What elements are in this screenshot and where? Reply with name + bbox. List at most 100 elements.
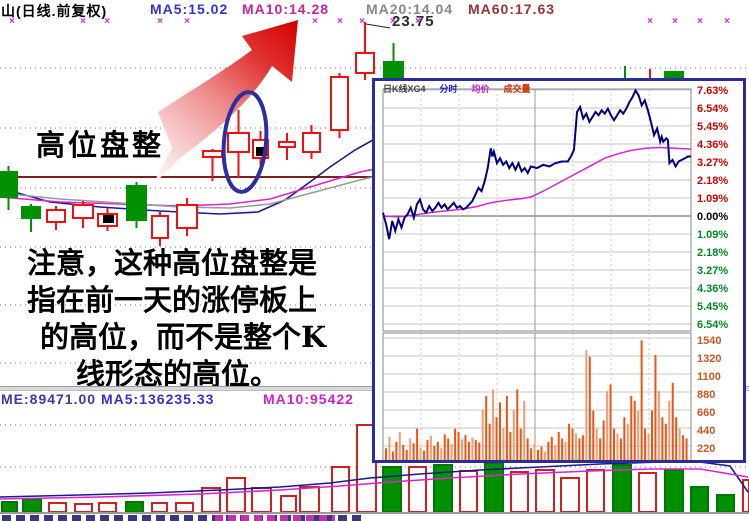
- annotation-high-consolidation: 高位盘整: [36, 128, 165, 162]
- intraday-volume-bar: [454, 428, 457, 460]
- intraday-volume-bar: [602, 420, 605, 460]
- candle-body: [126, 185, 147, 221]
- intraday-volume-bar: [499, 402, 501, 460]
- volume-scale-label: 880: [697, 389, 715, 401]
- intraday-volume-bar: [575, 433, 577, 460]
- intraday-volume-bar: [485, 395, 488, 460]
- candle-body: [151, 215, 169, 239]
- volume-ma10-value: MA10:95422: [263, 391, 354, 407]
- volume-bar: [125, 501, 144, 513]
- intraday-volume-bar: [495, 417, 498, 460]
- candle-body: [278, 141, 296, 148]
- intraday-volume-bar: [671, 382, 674, 460]
- pct-label-up: 4.36%: [697, 139, 728, 151]
- intraday-volume-bar: [578, 438, 581, 460]
- intraday-volume-bar: [637, 410, 640, 460]
- volume-indicator-bar: ME:89471.00 MA5:136235.33 MA10:95422: [0, 391, 371, 409]
- ma20-value: MA20:14.04: [366, 1, 454, 17]
- ma-gray: [0, 167, 413, 209]
- candle-body: [383, 61, 404, 79]
- intraday-volume-bar: [581, 435, 584, 460]
- price-marker-x: ×: [359, 16, 365, 27]
- price-marker-x: ×: [80, 16, 86, 27]
- intraday-volume-bar: [585, 350, 588, 460]
- annotation-note-text: 注意，这种高位盘整是 指在前一天的涨停板上 的高位，而不是整个K 线形态的高位。: [0, 245, 385, 393]
- pct-label-up: 6.54%: [697, 103, 728, 115]
- note-line: 的高位，而不是整个K: [40, 320, 327, 354]
- intraday-volume-bar: [533, 443, 536, 460]
- intraday-volume-bar: [429, 436, 432, 460]
- intraday-volume-bar: [571, 428, 574, 460]
- price-marker-x: ×: [9, 16, 15, 27]
- clipped-status-row-accent: [215, 515, 335, 521]
- intraday-volume-bar: [388, 436, 391, 460]
- volume-scale-label: 440: [697, 425, 715, 437]
- intraday-volume-bar: [592, 410, 595, 460]
- intraday-volume-bar: [626, 423, 629, 460]
- intraday-volume-bar: [619, 438, 622, 460]
- price-marker-x: ×: [672, 16, 678, 27]
- volume-bar: [175, 502, 194, 513]
- volume-bar: [510, 471, 529, 513]
- intraday-volume-bar: [436, 441, 439, 460]
- candle-body: [664, 71, 684, 78]
- intraday-volume-bar: [409, 438, 412, 460]
- intraday-inset-window[interactable]: 日K线XG4 分时 均价 成交量 7.63% 6.54% 5.45% 4.36% 3.27% 2…: [372, 78, 746, 463]
- pct-label-up: 7.63%: [697, 85, 728, 97]
- candle-body: [330, 76, 349, 131]
- intraday-volume-bar: [519, 428, 522, 460]
- intraday-volume-bar: [464, 435, 467, 460]
- volume-bar: [226, 477, 246, 513]
- pct-label-down: 1.09%: [697, 229, 728, 241]
- intraday-volume-bar: [664, 423, 667, 460]
- price-callout-line: [365, 23, 391, 29]
- intraday-volume-bar: [481, 409, 484, 460]
- pct-label-zero: 0.00%: [697, 211, 728, 223]
- volume-bar: [560, 477, 580, 513]
- volume-ma-line: [0, 468, 749, 500]
- volume-bar: [22, 498, 42, 513]
- ma-magenta: [0, 161, 413, 207]
- intraday-volume-bar: [443, 434, 446, 460]
- intraday-volume-bar: [623, 417, 626, 460]
- intraday-volume-bar: [537, 449, 539, 460]
- volume-bar: [74, 503, 93, 513]
- intraday-volume-bar: [447, 438, 450, 460]
- pct-label-up: 1.09%: [697, 193, 728, 205]
- intraday-volume-bar: [647, 433, 650, 460]
- intraday-volume-bar: [568, 423, 571, 460]
- volume-bar: [638, 472, 657, 513]
- intraday-volume-bar: [685, 438, 688, 460]
- intraday-volume-bar: [561, 438, 564, 460]
- volume-bar: [201, 487, 221, 513]
- intraday-volume-bar: [588, 356, 591, 460]
- pct-label-up: 3.27%: [697, 157, 728, 169]
- volume-bar: [48, 502, 67, 513]
- intraday-volume-bar: [416, 428, 419, 460]
- volume-bar: [690, 486, 709, 513]
- price-marker-x: ×: [184, 16, 190, 27]
- intraday-volume-bar: [606, 391, 609, 460]
- volume-bar: [151, 502, 168, 513]
- intraday-volume-bar: [526, 438, 529, 460]
- intraday-chart: 7.63% 6.54% 5.45% 4.36% 3.27% 2.18% 1.09% 0.00%…: [382, 85, 728, 460]
- price-marker-x: ×: [697, 16, 703, 27]
- clipped-status-row: [2, 515, 362, 521]
- volume-scale-label: 660: [697, 407, 715, 419]
- intraday-volume-bar: [402, 445, 405, 460]
- intraday-volume-bar: [613, 428, 615, 460]
- intraday-volume-bar: [661, 417, 664, 460]
- intraday-volume-bar: [682, 435, 685, 460]
- chart-title: 山(日线.前复权): [1, 3, 108, 19]
- price-marker-x: ×: [157, 16, 163, 27]
- price-marker-x: ×: [312, 16, 318, 27]
- price-pane-frame: [382, 88, 692, 332]
- candle-body: [21, 206, 41, 219]
- header-indicator-bar: 山(日线.前复权) MA5:15.02 MA10:14.28 MA20:14.0…: [0, 1, 749, 19]
- pct-label-down: 3.27%: [697, 265, 728, 277]
- volume-bar: [331, 466, 350, 513]
- intraday-volume-bar: [450, 444, 453, 460]
- inset-legend-item: 均价: [471, 84, 490, 94]
- intraday-volume-bar: [678, 428, 681, 460]
- intraday-volume-bar: [419, 447, 422, 460]
